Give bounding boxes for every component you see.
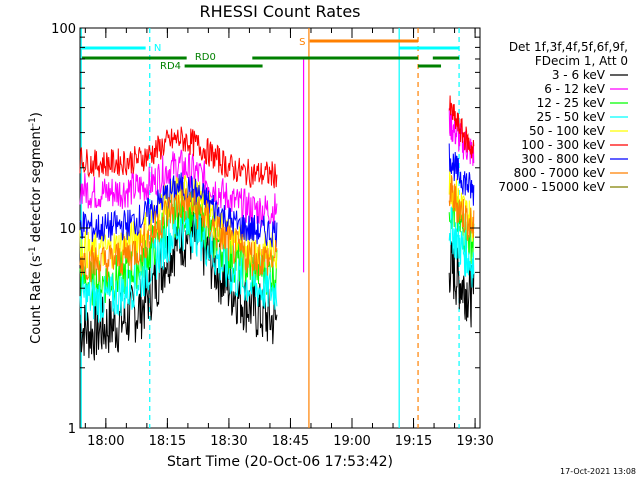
axis-layer: 1 10 100 18:00 18:15 18:30 18:45 19:00 19:15 19:3…: [51, 22, 494, 449]
flag-label-n: N: [154, 43, 161, 54]
y-axis-label-part-2: detector segment: [29, 126, 44, 246]
flag-label-rd0: RD0: [195, 52, 216, 63]
legend-header-line-2: FDecim 1, Att 0: [535, 54, 628, 68]
x-tick-label-3: 18:45: [272, 434, 309, 449]
legend: Det 1f,3f,4f,5f,6f,9f, FDecim 1, Att 0 3…: [498, 40, 628, 194]
plot-frame: [79, 27, 481, 429]
y-tick-label-100: 100: [51, 22, 76, 37]
legend-label-2: 6 - 12 keV: [544, 82, 606, 96]
flag-label-s: S: [299, 37, 305, 48]
y-axis-label: Count Rate (s-1 detector segment-1): [28, 112, 44, 344]
x-tick-label-4: 19:00: [333, 434, 370, 449]
legend-header-line-1: Det 1f,3f,4f,5f,6f,9f,: [509, 40, 628, 54]
y-axis-label-part-1: Count Rate (s: [29, 255, 44, 344]
legend-label-3: 12 - 25 keV: [537, 96, 606, 110]
x-tick-label-2: 18:30: [210, 434, 247, 449]
legend-label-4: 25 - 50 keV: [537, 110, 606, 124]
time-bands: [80, 28, 460, 428]
series-line-6: [79, 95, 475, 189]
legend-label-9: 7000 - 15000 keV: [498, 180, 605, 194]
series-line-4: [79, 205, 475, 323]
x-axis-label: Start Time (20-Oct-06 17:53:42): [167, 454, 393, 470]
flag-layer: N RD0 RD4 S: [82, 37, 460, 72]
x-tick-label-5: 19:15: [395, 434, 432, 449]
legend-label-6: 100 - 300 keV: [521, 138, 605, 152]
x-tick-label-6: 19:30: [456, 434, 493, 449]
y-axis-label-exp-1: -1: [28, 246, 38, 255]
svg-text:Count Rate (s-1 detector segme: Count Rate (s-1 detector segment-1): [28, 112, 44, 344]
x-tick-label-0: 18:00: [87, 434, 124, 449]
series-line-7: [79, 143, 475, 248]
legend-label-5: 50 - 100 keV: [529, 124, 606, 138]
legend-label-1: 3 - 6 keV: [552, 68, 606, 82]
series-line-2: [79, 106, 475, 228]
legend-label-8: 800 - 7000 keV: [514, 166, 606, 180]
y-axis-label-part-3: ): [29, 112, 44, 117]
flag-label-rd4: RD4: [160, 61, 181, 72]
chart-title: RHESSI Count Rates: [200, 2, 361, 21]
x-tick-label-1: 18:15: [149, 434, 186, 449]
y-tick-label-10: 10: [59, 222, 76, 237]
series-layer: [79, 58, 475, 361]
y-axis-label-exp-2: -1: [28, 117, 38, 126]
y-tick-label-1: 1: [68, 422, 76, 437]
footer-timestamp: 17-Oct-2021 13:08: [560, 467, 636, 476]
series-line-8: [79, 175, 475, 283]
legend-label-7: 300 - 800 keV: [521, 152, 605, 166]
